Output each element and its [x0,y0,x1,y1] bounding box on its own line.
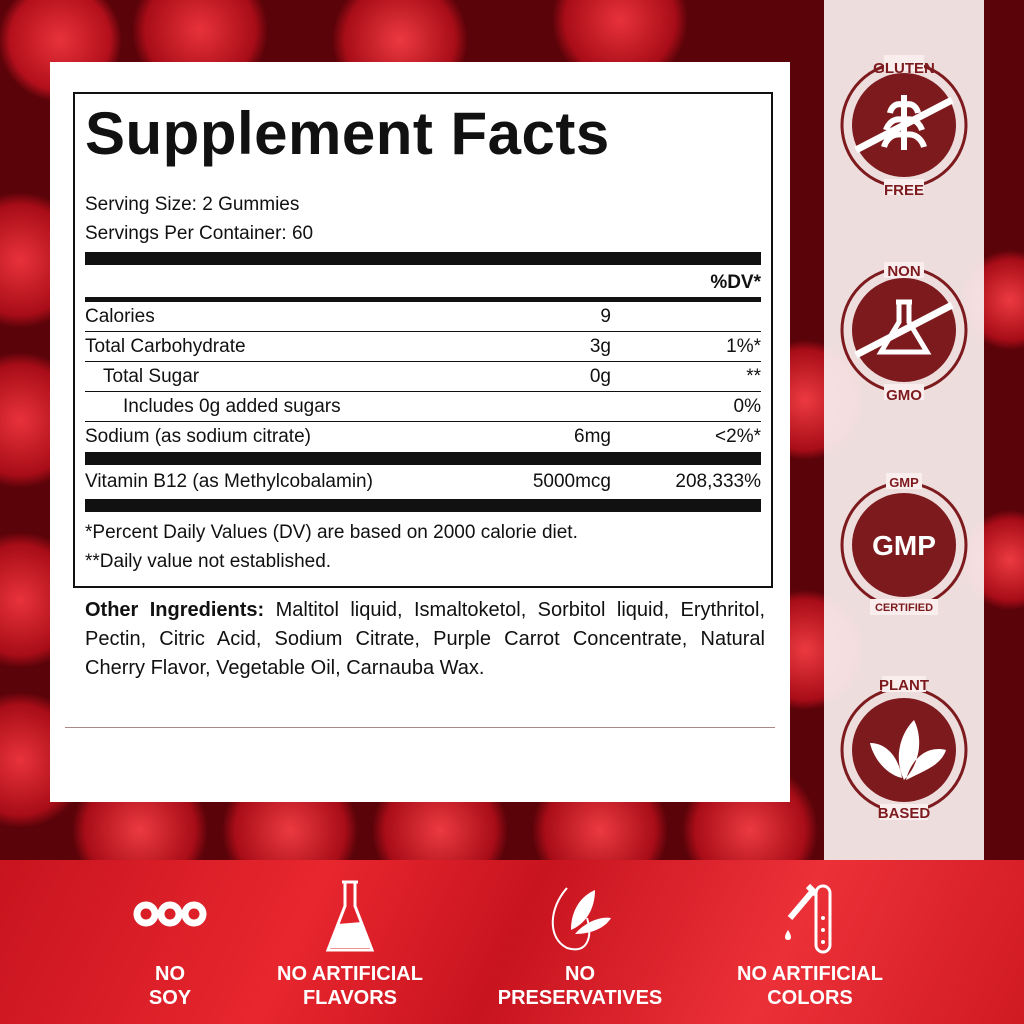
divider [85,499,761,512]
badge-top: GMP [889,475,919,490]
nutrient-amount: 0g [589,365,611,387]
nutrient-dv: 208,333% [675,471,761,492]
feature-line2: SOY [148,987,192,1009]
serving-size: Serving Size: 2 Gummies [85,194,300,215]
nutrient-name: Total Carbohydrate [85,335,246,357]
badge-top: NON [887,263,920,280]
divider [85,452,761,465]
feature-line2: FLAVORS [302,987,398,1009]
nutrient-name: Includes 0g added sugars [123,395,341,417]
nutrient-name: Sodium (as sodium citrate) [85,426,311,447]
servings-per-container: Servings Per Container: 60 [85,223,314,244]
feature-no-artificial-flavors: NO ARTIFICIAL FLAVORS [260,860,440,1024]
flask-icon: NON GMO [840,262,968,404]
feature-line1: NO ARTIFICIAL [277,963,423,985]
feature-line1: NO ARTIFICIAL [737,963,883,985]
features-band: NO SOY NO ARTIFICIAL FLAVORS NO PRESERVA… [0,860,1024,1024]
nutrient-dv: 0% [733,395,761,417]
nutrient-dv: 1%* [726,335,761,357]
feature-no-artificial-colors: NO ARTIFICIAL COLORS [720,860,900,1024]
supplement-label: Supplement Facts Serving Size: 2 Gummies… [50,62,790,802]
leaves-icon: PLANT BASED [840,676,968,822]
feature-line2: COLORS [767,987,853,1009]
leaf-drop-icon [551,887,611,951]
badge-center: GMP [872,530,936,561]
nutrient-name: Calories [85,305,155,327]
table-row: Total Carbohydrate 3g 1%* [85,332,761,362]
table-row: Includes 0g added sugars 0% [85,392,761,422]
wheat-icon: GLUTEN FREE [840,55,968,199]
soybean-icon [133,901,207,927]
nutrient-amount: 9 [600,305,611,327]
badge-top: GLUTEN [873,60,935,77]
divider [85,297,761,302]
ingredients-text: Maltitol liquid, Ismaltoketol, Sorbitol … [85,599,765,679]
other-ingredients: Other Ingredients: Maltitol liquid, Isma… [85,596,765,683]
nutrient-name: Total Sugar [103,365,200,387]
badge-gmp-certified: GMP GMP CERTIFIED [834,465,974,625]
nutrient-amount: 5000mcg [532,471,611,492]
certification-badges: GLUTEN FREE NON GMO GMP GMP CERTIFIED PLANT B… [824,0,984,860]
gmp-icon: GMP GMP CERTIFIED [840,473,968,615]
badge-bottom: BASED [878,805,931,822]
badge-non-gmo: NON GMO [834,250,974,410]
nutrient-dv: ** [746,365,761,387]
footnote-dv: *Percent Daily Values (DV) are based on … [85,522,578,543]
nutrient-amount: 3g [589,335,611,357]
feature-line2: PRESERVATIVES [497,987,663,1009]
table-row: Sodium (as sodium citrate) 6mg <2%* [85,422,761,452]
ingredients-label: Other Ingredients: [85,599,265,621]
badge-bottom: FREE [884,182,924,199]
badge-bottom: CERTIFIED [875,602,933,614]
divider [65,727,775,728]
feature-line1: NO [565,963,595,985]
feature-line1: NO [155,963,185,985]
feature-no-soy: NO SOY [110,860,230,1024]
table-row: Vitamin B12 (as Methylcobalamin) 5000mcg 2… [85,465,761,499]
dv-header: %DV* [710,272,761,293]
nutrient-dv: <2%* [715,426,761,447]
supplement-facts-panel: Supplement Facts Serving Size: 2 Gummies… [73,92,773,588]
facts-title: Supplement Facts [85,100,610,167]
feature-no-preservatives: NO PRESERVATIVES [480,860,680,1024]
flask-icon [325,880,375,952]
divider [85,252,761,265]
dropper-tube-icon [785,883,832,954]
table-row: Total Sugar 0g ** [85,362,761,392]
nutrient-name: Vitamin B12 (as Methylcobalamin) [85,471,373,492]
footnote-not-established: **Daily value not established. [85,551,332,572]
badge-bottom: GMO [886,387,922,404]
badge-top: PLANT [879,677,929,694]
nutrient-amount: 6mg [574,426,611,447]
badge-gluten-free: GLUTEN FREE [834,45,974,205]
table-row: Calories 9 [85,302,761,332]
badge-plant-based: PLANT BASED [834,670,974,830]
